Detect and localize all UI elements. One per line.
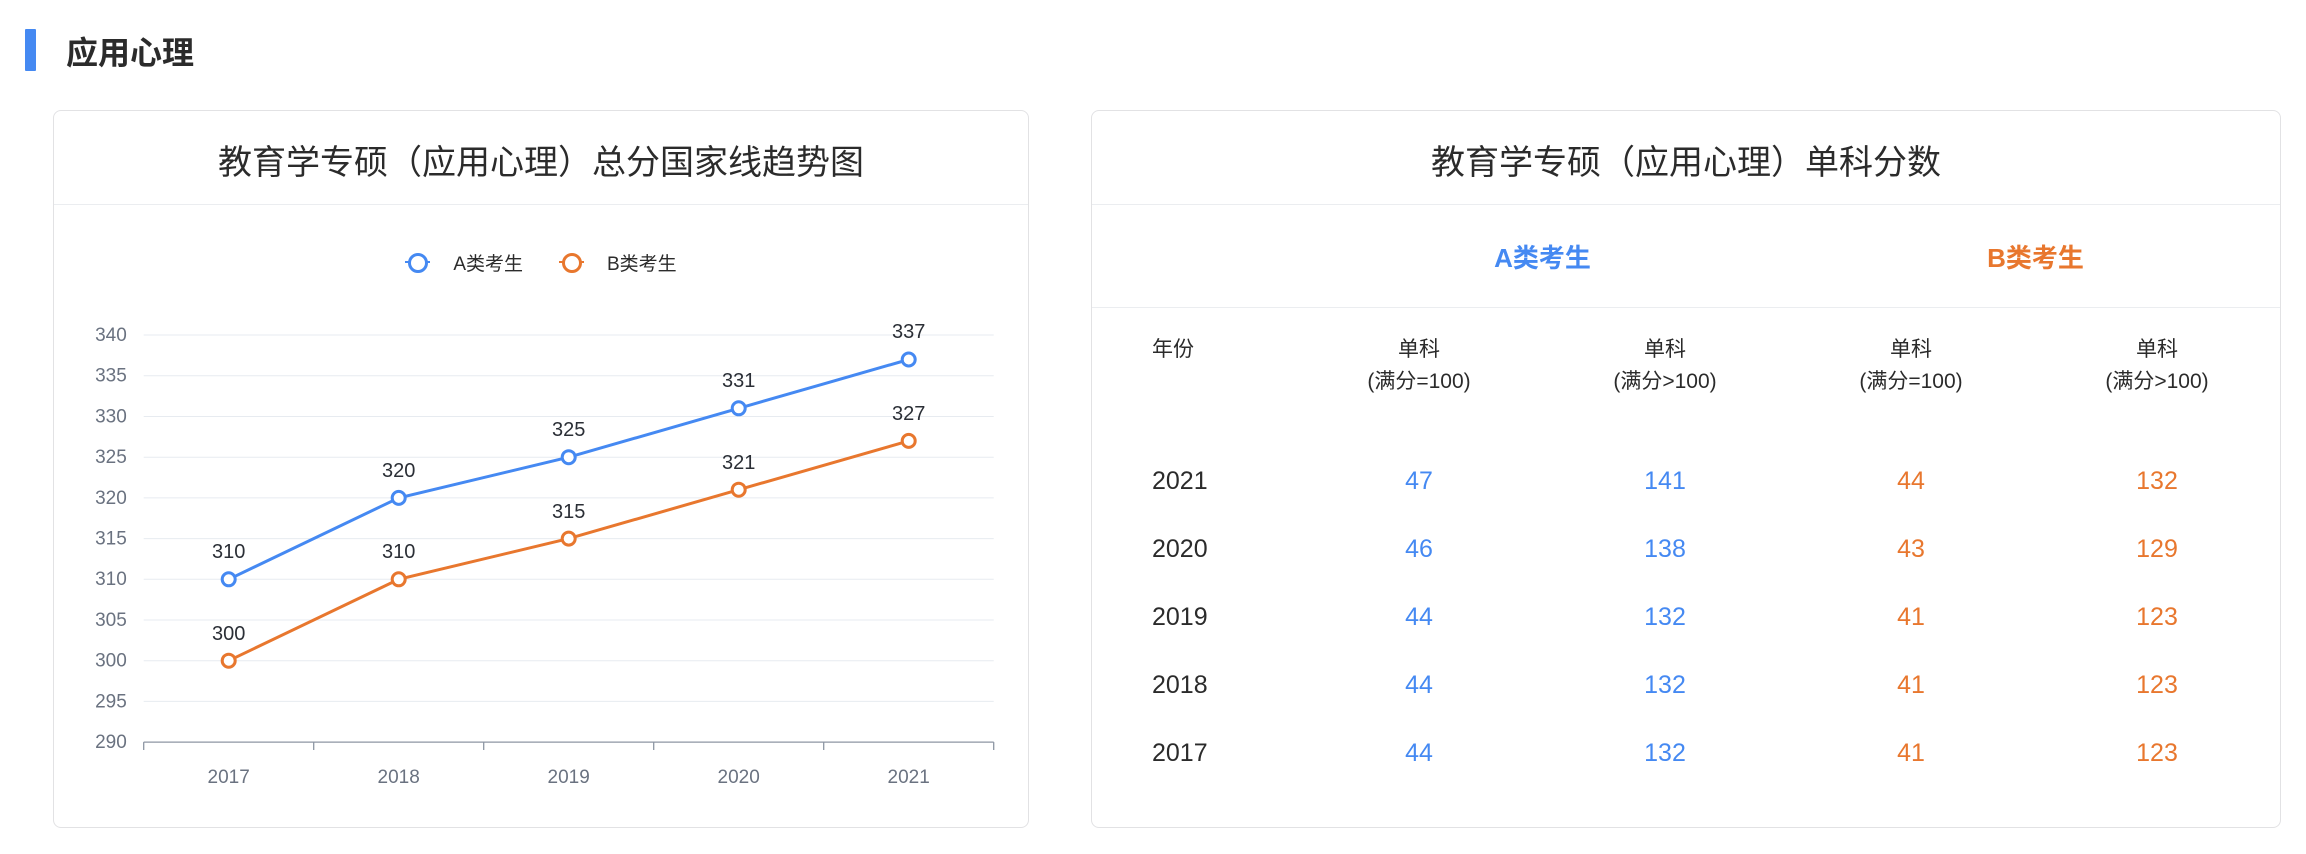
svg-text:2021: 2021 xyxy=(888,767,930,788)
svg-text:300: 300 xyxy=(212,623,245,645)
svg-text:315: 315 xyxy=(552,501,585,523)
svg-text:2017: 2017 xyxy=(208,767,250,788)
svg-text:340: 340 xyxy=(95,325,127,346)
svg-text:2019: 2019 xyxy=(548,767,590,788)
svg-text:320: 320 xyxy=(95,488,127,509)
svg-text:310: 310 xyxy=(212,541,245,563)
svg-text:310: 310 xyxy=(95,569,127,590)
svg-text:327: 327 xyxy=(892,403,925,425)
svg-text:2018: 2018 xyxy=(378,767,420,788)
svg-text:320: 320 xyxy=(382,460,415,482)
svg-text:331: 331 xyxy=(722,370,755,392)
svg-text:325: 325 xyxy=(95,447,127,468)
svg-text:310: 310 xyxy=(382,541,415,563)
svg-text:325: 325 xyxy=(552,419,585,441)
svg-text:305: 305 xyxy=(95,610,127,631)
svg-text:335: 335 xyxy=(95,366,127,387)
svg-text:300: 300 xyxy=(95,651,127,672)
svg-text:290: 290 xyxy=(95,732,127,753)
svg-text:321: 321 xyxy=(722,452,755,474)
svg-text:315: 315 xyxy=(95,529,127,550)
svg-text:330: 330 xyxy=(95,406,127,427)
svg-text:2020: 2020 xyxy=(718,767,760,788)
svg-text:337: 337 xyxy=(892,321,925,343)
svg-text:295: 295 xyxy=(95,691,127,712)
